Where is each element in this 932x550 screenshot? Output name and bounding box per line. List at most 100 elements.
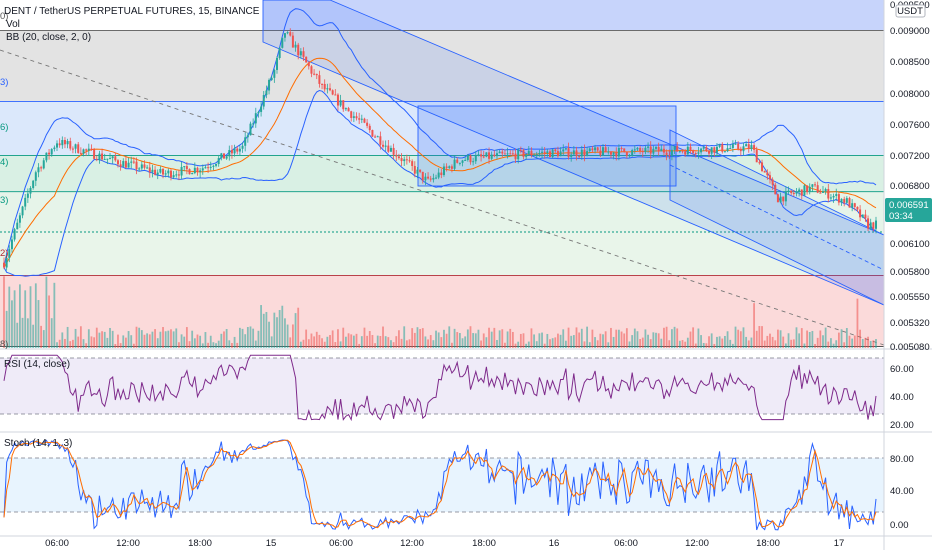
candle-body: [795, 191, 798, 194]
volume-bar: [37, 300, 40, 348]
candle-body: [175, 174, 178, 176]
volume-bar: [777, 329, 779, 348]
volume-bar: [405, 340, 408, 348]
volume-bar: [5, 310, 8, 348]
volume-bar: [125, 337, 127, 348]
volume-bar: [313, 336, 316, 348]
currency-label[interactable]: USDT: [897, 6, 923, 17]
candle-body: [541, 151, 544, 153]
candle-body: [252, 123, 255, 125]
candle-body: [93, 149, 96, 159]
bb-basis: [3, 57, 877, 268]
volume-bar: [233, 336, 236, 348]
rsi-tick-label: 40.00: [890, 392, 914, 403]
candle-body: [371, 130, 374, 137]
volume-bar: [74, 328, 77, 348]
volume-bar: [859, 329, 861, 348]
candle-body: [723, 151, 726, 153]
volume-bar: [297, 307, 300, 348]
candle-body: [275, 58, 278, 70]
candle-body: [98, 153, 101, 160]
volume-bar: [32, 324, 35, 348]
candle-body: [458, 162, 461, 164]
bb-label[interactable]: BB (20, close, 2, 0): [6, 32, 91, 43]
currency-badge[interactable]: [895, 4, 926, 18]
volume-bar: [557, 333, 559, 348]
volume-bar: [625, 328, 628, 348]
volume-bar: [236, 342, 239, 348]
volume-bar: [249, 326, 252, 348]
candle-body: [334, 94, 337, 96]
candle-body: [495, 153, 498, 157]
volume-bars: [3, 276, 877, 348]
stoch-band: [0, 458, 884, 512]
volume-bar: [686, 337, 689, 348]
volume-bar: [286, 324, 289, 348]
volume-bar: [527, 341, 530, 348]
candle-body: [403, 159, 406, 162]
volume-bar: [201, 343, 204, 348]
candle-body: [602, 147, 605, 156]
price-tick-label: 0.008000: [890, 89, 930, 100]
volume-bar: [832, 343, 835, 348]
candle-body: [424, 176, 427, 181]
volume-bar: [212, 342, 215, 348]
volume-bar: [310, 333, 313, 348]
candle-body: [95, 158, 98, 160]
candle-body: [652, 148, 655, 154]
volume-bar: [79, 326, 82, 348]
volume-bar: [427, 339, 429, 348]
volume-bar: [496, 339, 498, 348]
candle-body: [342, 100, 345, 110]
volume-bar: [530, 328, 533, 348]
time-tick-label: 06:00: [329, 538, 353, 549]
time-axis: 06:00 12:00 18:00 15 06:00 12:00 18:00 16 06:00 1…: [45, 538, 844, 549]
candle-body: [700, 148, 703, 153]
candle-body: [726, 148, 729, 152]
symbol-title[interactable]: DENT / TetherUS PERPETUAL FUTURES, 15, B…: [4, 6, 260, 17]
volume-bar: [13, 290, 16, 348]
candle-body: [575, 150, 578, 157]
left-edge-label: 8): [0, 339, 8, 350]
candle-body: [522, 149, 525, 157]
price-tick-label: 0.005800: [890, 267, 930, 278]
candle-body: [366, 122, 369, 126]
volume-bar: [482, 333, 485, 348]
volume-bar: [541, 332, 543, 348]
stoch-d-line: [3, 439, 877, 529]
rsi-label[interactable]: RSI (14, close): [4, 359, 70, 370]
candle-body: [670, 149, 673, 156]
volume-bar: [299, 341, 302, 348]
candle-body: [222, 153, 225, 159]
volume-bar: [64, 338, 66, 348]
volume-label[interactable]: Vol: [6, 19, 20, 30]
candle-body: [48, 152, 51, 155]
stoch-label[interactable]: Stoch (14, 1, 3): [4, 438, 72, 449]
candle-body: [326, 88, 329, 90]
candle-body: [631, 150, 634, 156]
volume-bar: [872, 340, 875, 348]
zone-4: [0, 191, 884, 233]
volume-bar: [398, 330, 400, 348]
zone-6: [0, 275, 884, 347]
volume-bar: [45, 276, 48, 348]
candle-body: [784, 191, 787, 202]
volume-bar: [345, 336, 347, 348]
last-price-badge: [885, 198, 932, 222]
price-tick-label: 0.005080: [890, 342, 930, 353]
candle-body: [291, 35, 294, 48]
candle-body: [177, 174, 180, 176]
volume-bar: [225, 328, 228, 348]
candle-body: [400, 158, 403, 162]
left-edge-label: 3): [0, 77, 8, 88]
candle-body: [254, 113, 257, 124]
candle-body: [525, 154, 528, 157]
candle-body: [861, 214, 864, 218]
volume-bar: [517, 341, 520, 348]
volume-bar: [254, 340, 257, 348]
volume-bar: [742, 327, 745, 348]
volume-bar: [101, 331, 103, 348]
candle-body: [34, 172, 37, 181]
candle-body: [843, 198, 846, 203]
